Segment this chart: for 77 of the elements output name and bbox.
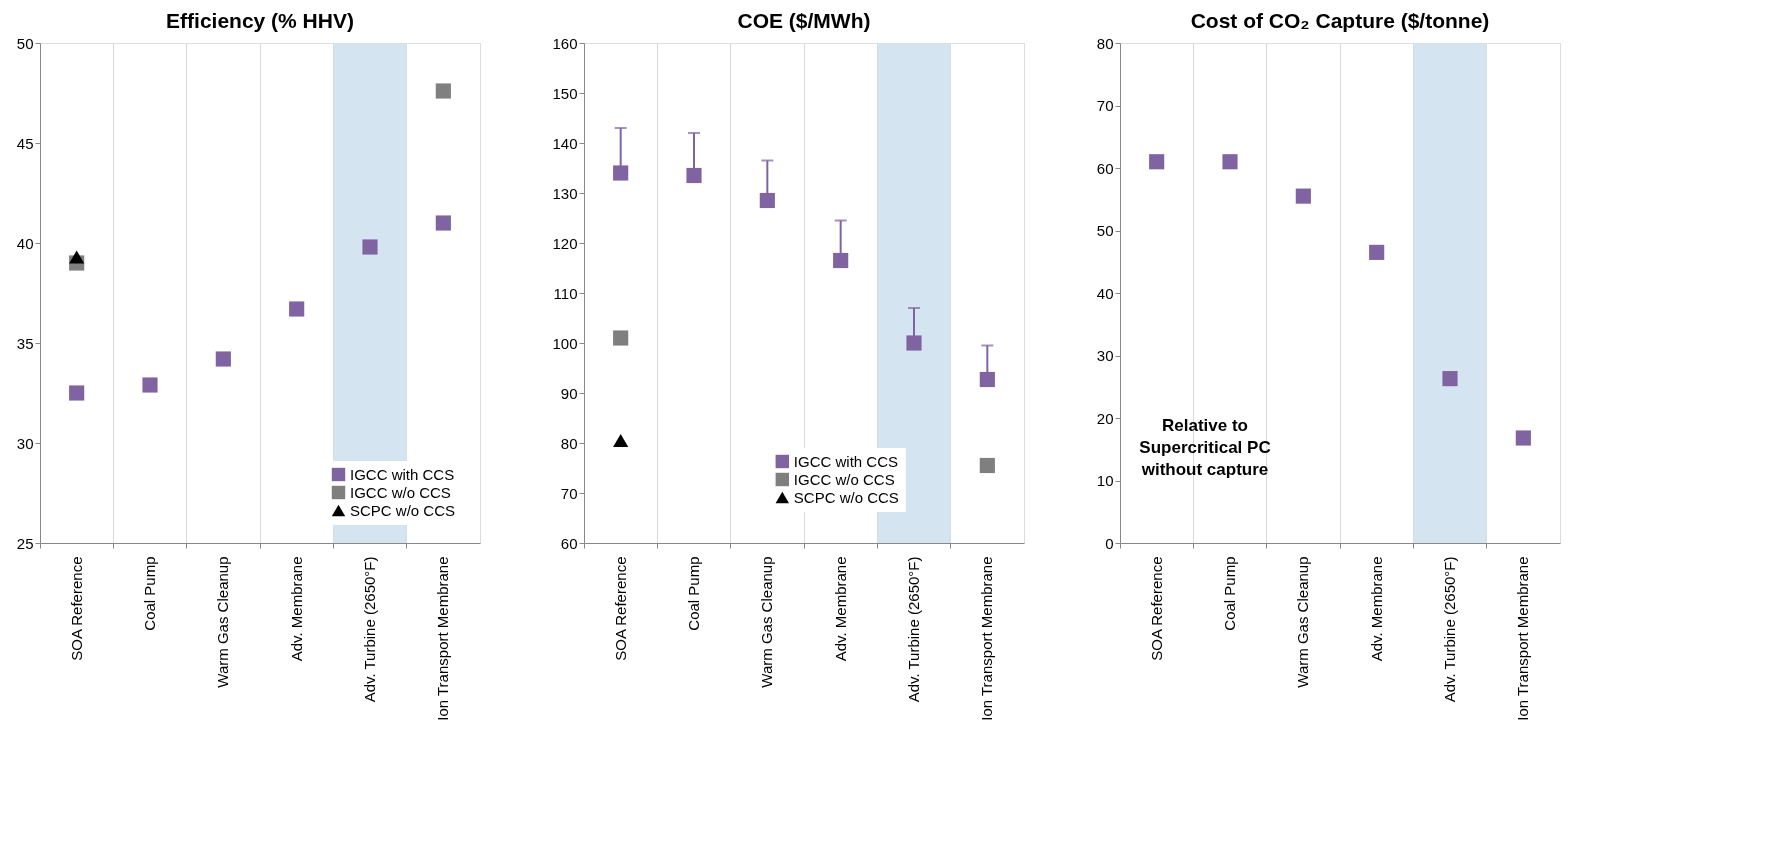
x-tick-label: SOA Reference bbox=[1147, 556, 1165, 661]
y-tick-label: 150 bbox=[552, 84, 578, 102]
y-tick-label: 35 bbox=[16, 334, 34, 352]
point bbox=[979, 371, 995, 388]
chart-title: Cost of CO₂ Capture ($/tonne) bbox=[1190, 9, 1490, 32]
point bbox=[142, 377, 158, 393]
y-tick-label: 50 bbox=[1096, 222, 1114, 239]
chart-title: Efficiency (% HHV) bbox=[166, 9, 354, 32]
point bbox=[906, 335, 922, 351]
x-tick-label: Adv. Membrane bbox=[1367, 556, 1385, 662]
legend-label: IGCC with CCS bbox=[350, 465, 455, 483]
x-tick-label: Ion Transport Membrane bbox=[434, 556, 452, 721]
x-tick-label: SOA Reference bbox=[611, 556, 629, 661]
y-tick-label: 100 bbox=[552, 334, 578, 352]
x-tick-label: Adv. Membrane bbox=[287, 556, 305, 662]
point bbox=[613, 330, 629, 346]
point bbox=[362, 239, 378, 255]
y-tick-label: 70 bbox=[560, 484, 578, 502]
point bbox=[613, 165, 629, 181]
y-tick-label: 10 bbox=[1096, 472, 1114, 489]
y-tick-label: 25 bbox=[16, 534, 34, 552]
legend-label: SCPC w/o CCS bbox=[350, 501, 456, 519]
point bbox=[1149, 154, 1165, 170]
y-tick-label: 20 bbox=[1096, 409, 1114, 427]
point bbox=[69, 250, 85, 264]
legend-label: IGCC w/o CCS bbox=[793, 470, 895, 488]
y-tick-label: 30 bbox=[1096, 347, 1114, 364]
x-tick-label: Adv. Turbine (2650°F) bbox=[361, 556, 378, 703]
y-tick-label: 110 bbox=[553, 284, 578, 302]
y-tick-label: 160 bbox=[552, 34, 578, 52]
x-tick-label: SOA Reference bbox=[67, 556, 85, 661]
x-tick-label: Ion Transport Membrane bbox=[1514, 556, 1532, 721]
point bbox=[613, 433, 629, 448]
y-tick-label: 80 bbox=[1096, 34, 1114, 52]
y-tick-label: 130 bbox=[552, 184, 578, 202]
y-tick-label: 80 bbox=[560, 434, 578, 452]
legend-label: IGCC w/o CCS bbox=[350, 483, 451, 501]
y-tick-label: 70 bbox=[1096, 97, 1114, 114]
y-tick-label: 40 bbox=[16, 234, 34, 252]
y-tick-label: 50 bbox=[16, 34, 34, 52]
x-tick-label: Adv. Membrane bbox=[831, 556, 849, 662]
point bbox=[979, 457, 995, 474]
x-tick-label: Warm Gas Cleanup bbox=[758, 556, 776, 688]
y-tick-label: 0 bbox=[1105, 534, 1114, 552]
x-tick-label: Coal Pump bbox=[1221, 556, 1238, 631]
y-tick-label: 60 bbox=[1096, 159, 1114, 177]
legend-label: IGCC with CCS bbox=[793, 452, 898, 470]
y-tick-label: 45 bbox=[16, 134, 34, 152]
y-tick-label: 60 bbox=[560, 534, 578, 552]
y-tick-label: 120 bbox=[552, 234, 578, 252]
point bbox=[215, 351, 231, 367]
point bbox=[1369, 244, 1385, 260]
y-tick-label: 30 bbox=[16, 434, 34, 452]
x-tick-label: Adv. Turbine (2650°F) bbox=[905, 556, 922, 703]
point bbox=[435, 215, 451, 231]
y-tick-label: 140 bbox=[552, 134, 578, 152]
x-tick-label: Adv. Turbine (2650°F) bbox=[1441, 556, 1458, 703]
x-tick-label: Coal Pump bbox=[141, 556, 158, 631]
point bbox=[69, 385, 85, 401]
x-tick-label: Warm Gas Cleanup bbox=[214, 556, 232, 688]
point bbox=[1515, 430, 1531, 446]
point bbox=[1442, 371, 1458, 387]
legend-label: SCPC w/o CCS bbox=[793, 488, 899, 506]
chart-title: COE ($/MWh) bbox=[737, 9, 871, 32]
point bbox=[1295, 188, 1311, 204]
point bbox=[686, 167, 702, 184]
annotation: Relative to Supercritical PC without capture bbox=[1139, 416, 1271, 479]
point bbox=[289, 301, 305, 317]
point bbox=[435, 83, 451, 99]
point bbox=[1222, 154, 1238, 170]
point bbox=[833, 252, 849, 269]
x-tick-label: Coal Pump bbox=[685, 556, 702, 631]
y-tick-label: 90 bbox=[560, 384, 578, 402]
x-tick-label: Ion Transport Membrane bbox=[978, 556, 996, 721]
point bbox=[759, 192, 775, 209]
x-tick-label: Warm Gas Cleanup bbox=[1294, 556, 1312, 688]
y-tick-label: 40 bbox=[1096, 284, 1114, 302]
